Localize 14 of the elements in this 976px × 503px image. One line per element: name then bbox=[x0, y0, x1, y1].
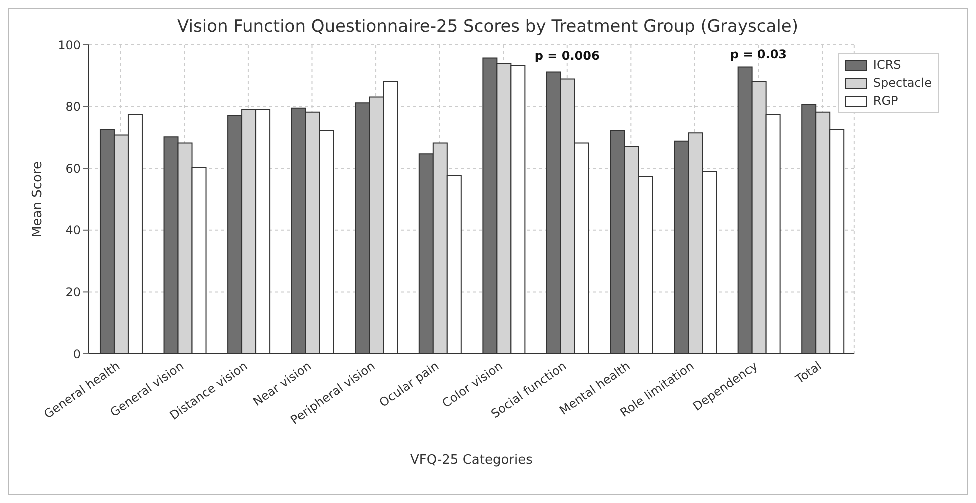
legend-label: ICRS bbox=[873, 57, 902, 74]
y-tick-label: 40 bbox=[66, 224, 81, 238]
y-tick-label: 0 bbox=[73, 347, 81, 362]
annotation: p = 0.006 bbox=[534, 49, 600, 64]
y-tick-label: 60 bbox=[66, 162, 81, 176]
legend-label: Spectacle bbox=[873, 75, 932, 92]
y-tick-label: 100 bbox=[58, 38, 81, 52]
chart-title: Vision Function Questionnaire-25 Scores by Treatment Group (Grayscale) bbox=[176, 17, 800, 37]
y-axis-title: Mean Score bbox=[30, 162, 46, 238]
y-tick-label: 80 bbox=[66, 100, 81, 114]
y-tick-label: 20 bbox=[66, 285, 81, 300]
x-axis-title: VFQ-25 Categories bbox=[410, 453, 534, 468]
legend-label: RGP bbox=[873, 93, 898, 110]
annotation: p = 0.03 bbox=[730, 48, 788, 62]
